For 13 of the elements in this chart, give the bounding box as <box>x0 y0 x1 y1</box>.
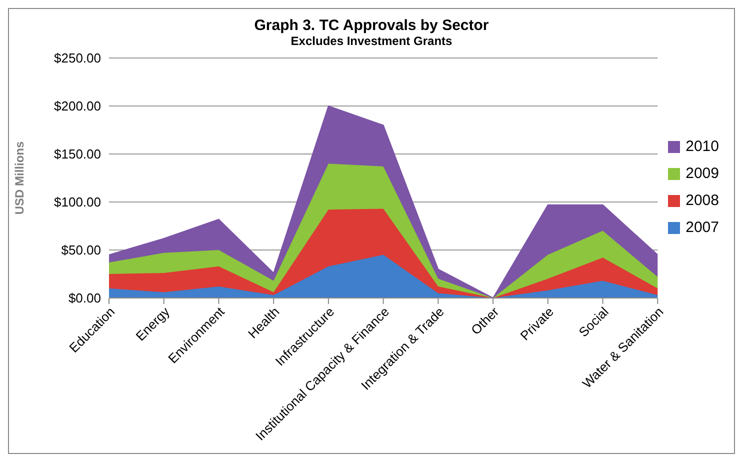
y-tick-label: $50.00 <box>61 242 101 258</box>
y-tick-label: $100.00 <box>54 194 101 210</box>
chart-subtitle: Excludes Investment Grants <box>290 34 454 48</box>
y-tick-label: $250.00 <box>54 50 101 66</box>
legend-label: 2010 <box>686 138 719 155</box>
y-tick-label: $200.00 <box>54 98 101 114</box>
legend-label: 2007 <box>686 219 719 236</box>
y-tick-label: $150.00 <box>54 146 101 162</box>
y-axis-title: USD Millions <box>12 141 26 215</box>
chart-title: Graph 3. TC Approvals by Sector <box>253 17 490 34</box>
legend-label: 2008 <box>686 192 719 209</box>
y-tick-label: $0.00 <box>68 290 101 306</box>
legend-label: 2009 <box>686 165 719 182</box>
